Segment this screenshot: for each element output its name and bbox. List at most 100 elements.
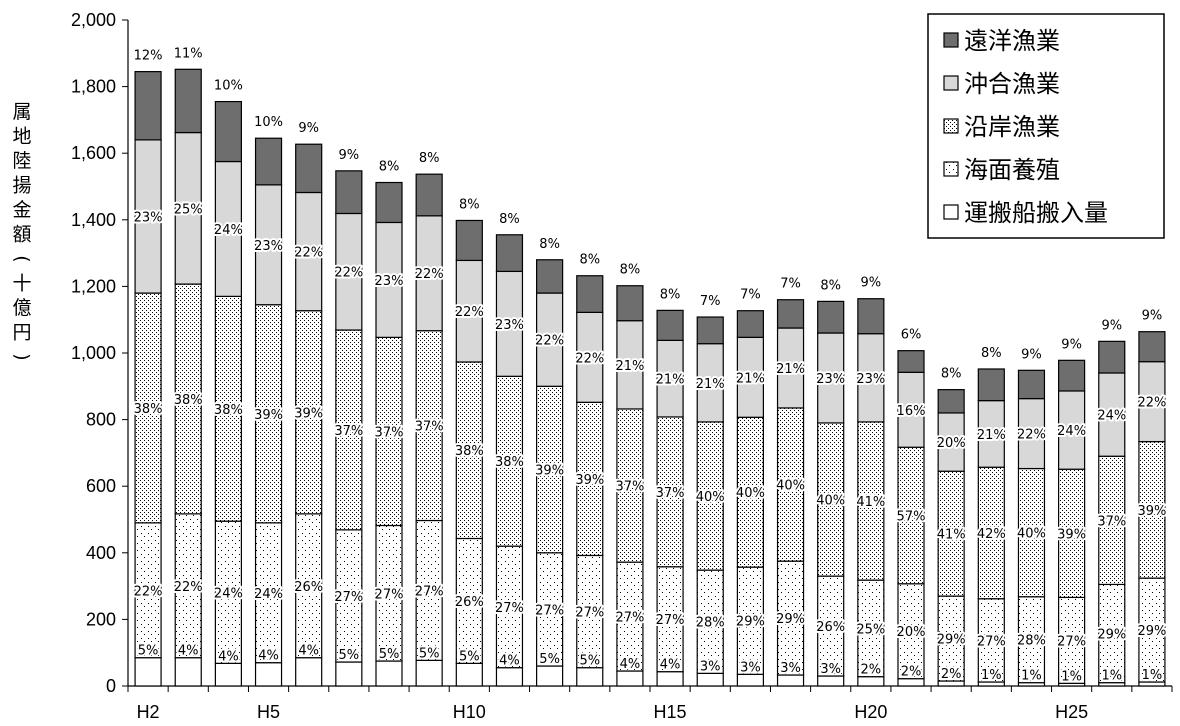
- bar-segment: [736, 566, 764, 675]
- percent-label: 38%: [134, 402, 163, 417]
- bar-segment: [616, 320, 644, 410]
- percent-label: 21%: [615, 359, 644, 374]
- percent-label: 5%: [459, 649, 480, 664]
- percent-label: 40%: [736, 486, 765, 501]
- percent-label: 39%: [294, 406, 323, 421]
- percent-label: 8%: [941, 367, 962, 382]
- percent-label: 39%: [1057, 527, 1086, 542]
- percent-label: 41%: [937, 528, 966, 543]
- y-axis-title-char: ): [11, 353, 33, 360]
- x-tick-label: H2: [137, 702, 160, 722]
- percent-label: 29%: [937, 633, 966, 648]
- y-axis-title-char: (: [11, 255, 33, 262]
- percent-label: 38%: [495, 455, 524, 470]
- bar-segment: [495, 375, 524, 547]
- percent-label: 6%: [901, 328, 922, 343]
- bar-segment: [335, 212, 363, 331]
- bar-segment: [214, 520, 242, 664]
- bar-segment: [1058, 596, 1086, 684]
- bar-segment: [295, 657, 323, 687]
- bar-segment: [415, 519, 443, 661]
- bar-segment: [977, 400, 1005, 468]
- bar-segment: [134, 292, 162, 524]
- percent-label: 24%: [1057, 424, 1086, 439]
- bar-segment: [656, 671, 684, 687]
- bar-segment: [495, 234, 524, 273]
- bar-segment: [897, 678, 925, 687]
- percent-label: 9%: [298, 121, 319, 136]
- legend-swatch: [943, 161, 959, 177]
- percent-label: 8%: [539, 237, 560, 252]
- percent-label: 21%: [696, 377, 725, 392]
- bar-segment: [857, 421, 885, 581]
- bar-segment: [977, 368, 1005, 402]
- percent-label: 37%: [615, 480, 644, 495]
- bar-segment: [415, 215, 443, 332]
- bar-segment: [375, 660, 403, 687]
- bar-segment: [616, 285, 644, 322]
- bar-segment: [375, 181, 403, 224]
- bar-segment: [335, 661, 363, 687]
- bar-segment: [656, 309, 684, 341]
- bar-segment: [415, 659, 443, 687]
- percent-label: 40%: [696, 490, 725, 505]
- percent-label: 9%: [339, 148, 360, 163]
- bar-segment: [134, 139, 162, 294]
- bar-segment: [536, 385, 564, 554]
- bar-segment: [254, 662, 283, 687]
- percent-label: 1%: [1061, 669, 1082, 684]
- percent-label: 4%: [218, 649, 239, 664]
- percent-label: 1%: [1101, 669, 1122, 684]
- percent-label: 41%: [856, 495, 885, 510]
- legend-swatch: [943, 32, 959, 48]
- percent-label: 16%: [897, 404, 926, 419]
- bar-segment: [1058, 468, 1086, 599]
- legend-label: 沿岸漁業: [964, 113, 1060, 141]
- bar-segment: [937, 470, 965, 597]
- y-axis-title-char: 属: [12, 101, 31, 123]
- percent-label: 9%: [1061, 337, 1082, 352]
- percent-label: 5%: [379, 647, 400, 662]
- bar-segment: [776, 674, 805, 687]
- legend-label: 沖合漁業: [964, 70, 1060, 98]
- bars: [134, 68, 1166, 687]
- bar-segment: [335, 529, 363, 663]
- bar-segment: [937, 389, 965, 414]
- percent-label: 2%: [861, 663, 882, 678]
- percent-label: 8%: [820, 278, 841, 293]
- bar-segment: [455, 537, 483, 664]
- legend-swatch: [943, 118, 959, 134]
- bar-segment: [455, 361, 483, 540]
- y-tick-label: 1,600: [71, 143, 116, 163]
- y-tick-label: 200: [86, 609, 116, 629]
- axes: 0 200 400 600 800 1,000 1,200 1,400 1,600 1,800 2,…: [71, 10, 1173, 722]
- bar-segment: [736, 310, 764, 338]
- percent-label: 25%: [856, 622, 885, 637]
- bar-segment: [1017, 398, 1046, 470]
- x-tick-label: H15: [654, 702, 687, 722]
- percent-label: 40%: [816, 494, 845, 509]
- percent-label: 27%: [334, 590, 363, 605]
- percent-label: 29%: [1097, 628, 1126, 643]
- percent-label: 39%: [535, 464, 564, 479]
- y-axis-title-char: 陸: [12, 150, 31, 172]
- y-tick-label: 400: [86, 543, 116, 563]
- bar-segment: [455, 662, 483, 687]
- bar-segment: [214, 295, 242, 522]
- percent-label: 27%: [535, 603, 564, 618]
- bar-segment: [817, 575, 845, 677]
- percent-label: 27%: [415, 584, 444, 599]
- percent-label: 3%: [740, 660, 761, 675]
- percent-label: 29%: [736, 615, 765, 630]
- percent-label: 38%: [455, 444, 484, 459]
- y-tick-label: 2,000: [71, 10, 116, 30]
- percent-label: 27%: [375, 587, 404, 602]
- bar-segment: [1138, 331, 1166, 363]
- bar-segment: [977, 598, 1005, 683]
- x-tick-label: H20: [854, 702, 887, 722]
- percent-label: 39%: [254, 408, 283, 423]
- percent-label: 23%: [495, 318, 524, 333]
- percent-label: 8%: [660, 287, 681, 302]
- bar-segment: [174, 283, 202, 515]
- percent-label: 37%: [656, 486, 685, 501]
